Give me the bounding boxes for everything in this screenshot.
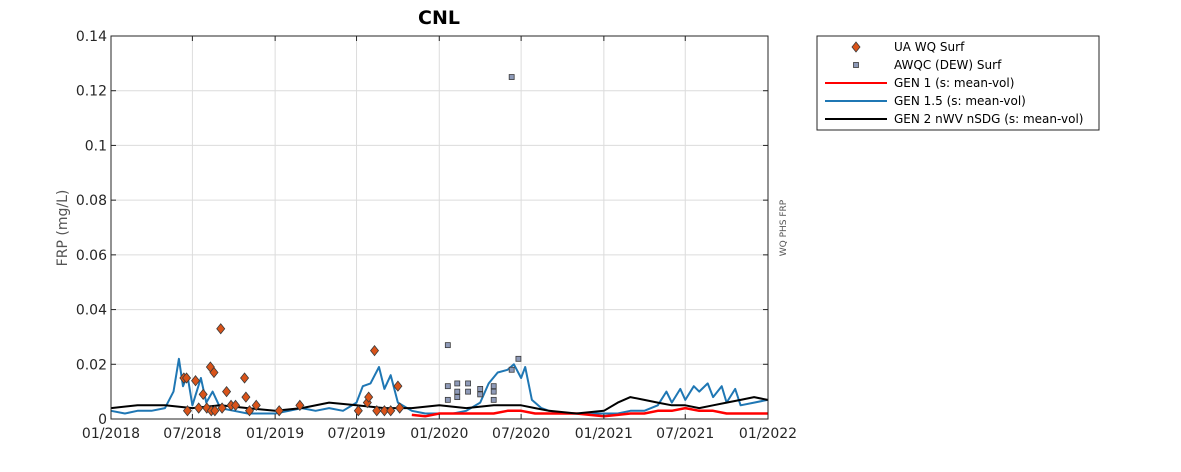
data-point-awqc-dew-surf: [508, 74, 515, 80]
data-point-ua-wq-surf: [198, 388, 208, 401]
y-tick-label: 0.04: [76, 303, 107, 319]
data-point-awqc-dew-surf: [454, 380, 461, 387]
x-tick-label: 01/2019: [246, 426, 304, 442]
data-point-awqc-dew-surf: [477, 391, 484, 398]
legend-label-ua-wq-surf: UA WQ Surf: [894, 40, 965, 54]
legend-label-gen-1-s-mean-vol: GEN 1 (s: mean-vol): [894, 76, 1014, 90]
legend-label-gen-1-5-s-mean-vol: GEN 1.5 (s: mean-vol): [894, 94, 1026, 108]
data-point-ua-wq-surf: [194, 402, 204, 414]
data-point-ua-wq-surf: [210, 405, 220, 417]
legend-swatch-ua-wq-surf: [851, 41, 861, 53]
data-point-ua-wq-surf: [209, 366, 219, 379]
data-point-awqc-dew-surf: [465, 380, 471, 387]
y-tick-label: 0.06: [76, 248, 107, 264]
data-point-ua-wq-surf: [386, 405, 396, 417]
legend-label-awqc-dew-surf: AWQC (DEW) Surf: [894, 58, 1002, 72]
data-point-ua-wq-surf: [240, 372, 250, 384]
data-point-ua-wq-surf: [216, 323, 226, 335]
legend-swatch-awqc-dew-surf: [853, 62, 859, 68]
legend-label-gen-2-nwv-nsdg-s-mean-vol: GEN 2 nWV nSDG (s: mean-vol): [894, 112, 1083, 126]
data-point-ua-wq-surf: [191, 375, 201, 387]
data-point-ua-wq-surf: [370, 344, 380, 357]
y-axis-label: FRP (mg/L): [55, 190, 71, 267]
x-tick-label: 01/2018: [82, 426, 140, 442]
data-point-awqc-dew-surf: [444, 342, 451, 349]
data-point-ua-wq-surf: [182, 405, 192, 417]
series-line-gen-2-nwv-nsdg-s-mean-vol: [110, 396, 768, 415]
data-point-awqc-dew-surf: [508, 366, 515, 373]
x-tick-label: 07/2021: [656, 426, 714, 442]
data-point-ua-wq-surf: [182, 372, 192, 384]
x-tick-label: 01/2022: [739, 426, 797, 442]
data-point-ua-wq-surf: [395, 402, 405, 414]
data-point-awqc-dew-surf: [490, 383, 497, 390]
y-tick-label: 0.1: [85, 138, 107, 154]
data-point-ua-wq-surf: [295, 399, 305, 411]
data-point-ua-wq-surf: [379, 405, 389, 417]
data-point-ua-wq-surf: [241, 391, 251, 403]
data-point-awqc-dew-surf: [454, 394, 461, 401]
data-point-ua-wq-surf: [231, 399, 241, 411]
data-point-awqc-dew-surf: [490, 388, 497, 395]
ticks: 01/2018 07/2018 01/2019 07/2019 01/2020 07/20…: [76, 29, 797, 442]
data-point-awqc-dew-surf: [454, 388, 461, 395]
data-point-ua-wq-surf: [244, 405, 255, 417]
x-tick-label: 07/2019: [327, 426, 385, 442]
data-point-awqc-dew-surf: [444, 383, 451, 390]
data-point-awqc-dew-surf: [515, 355, 522, 362]
x-tick-label: 07/2020: [492, 426, 550, 442]
data-point-awqc-dew-surf: [477, 386, 484, 392]
data-point-ua-wq-surf: [251, 399, 261, 411]
data-point-awqc-dew-surf: [465, 388, 471, 395]
x-tick-label: 07/2018: [163, 426, 221, 442]
data-point-ua-wq-surf: [274, 405, 284, 417]
y-tick-label: 0.12: [76, 84, 107, 100]
series-line-gen-1-s-mean-vol: [411, 406, 768, 418]
x-tick-label: 01/2020: [410, 426, 468, 442]
data-point-ua-wq-surf: [364, 391, 374, 403]
data-point-ua-wq-surf: [372, 405, 382, 417]
x-tick-label: 01/2021: [575, 426, 633, 442]
data-point-ua-wq-surf: [353, 405, 363, 417]
data-point-awqc-dew-surf: [490, 396, 497, 403]
y-tick-label: 0.14: [76, 29, 107, 45]
data-point-ua-wq-surf: [217, 402, 227, 414]
legend: UA WQ Surf AWQC (DEW) Surf GEN 1 (s: mean-…: [816, 35, 1100, 131]
data-point-awqc-dew-surf: [444, 396, 451, 403]
side-label: WQ PHS FRP: [779, 199, 789, 256]
y-tick-label: 0: [98, 412, 107, 428]
data-point-ua-wq-surf: [222, 386, 232, 398]
series-layer: [110, 74, 768, 418]
y-tick-label: 0.08: [76, 193, 107, 209]
y-tick-label: 0.02: [76, 357, 107, 373]
chart-title: CNL: [418, 7, 460, 29]
data-point-ua-wq-surf: [393, 380, 403, 392]
